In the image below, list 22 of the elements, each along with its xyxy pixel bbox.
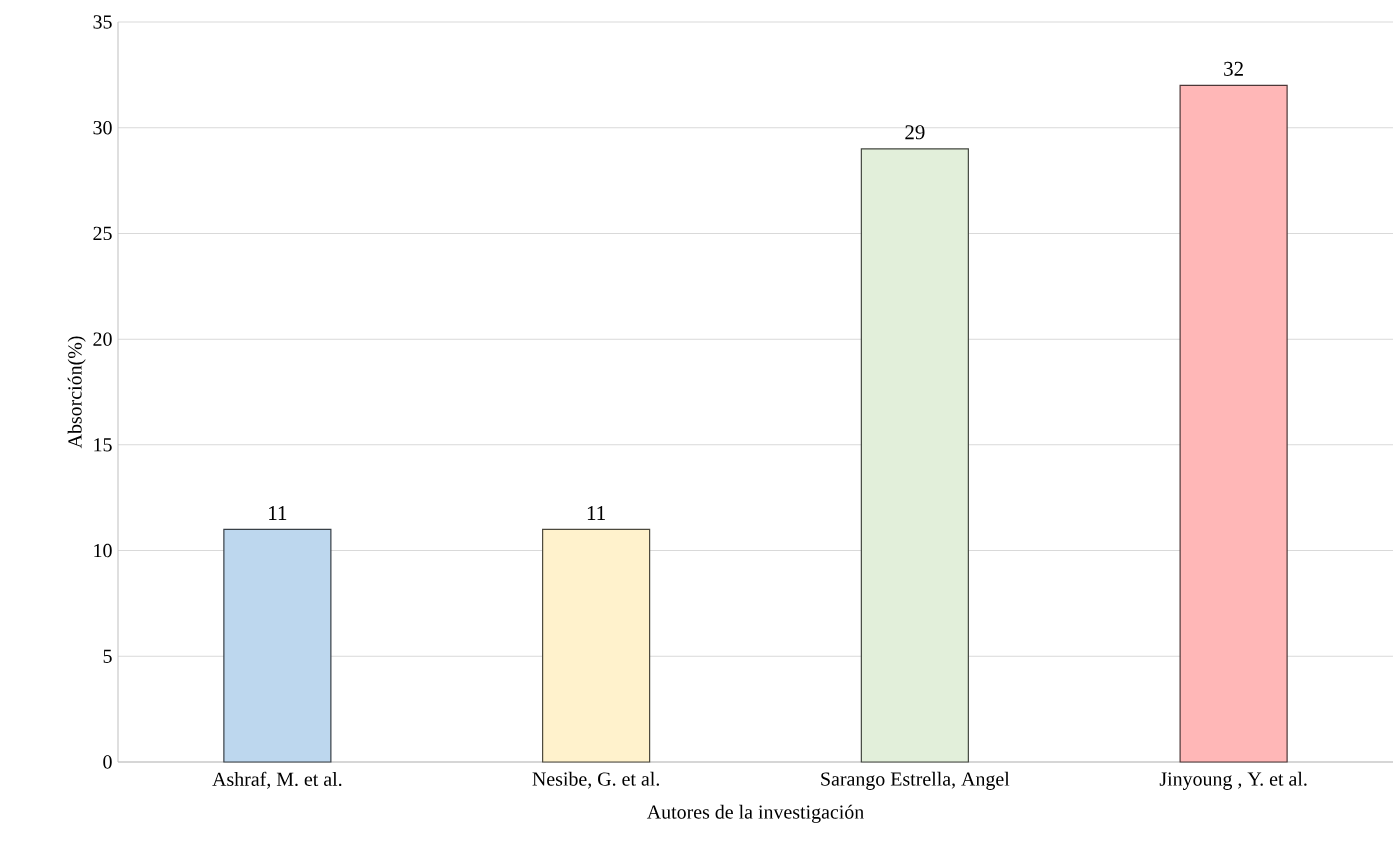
y-tick-label: 15 [94,438,112,452]
x-tick-label: Sarango Estrella, Angel [821,771,1010,790]
bar [223,528,332,763]
x-axis-title: Autores de la investigación [646,804,864,823]
y-tick-label: 0 [103,755,112,769]
y-tick-label: 25 [93,226,112,241]
bar [860,148,969,763]
y-tick-label: 35 [93,15,112,29]
data-label: 11 [269,506,287,520]
data-label: 32 [1224,61,1243,76]
y-axis-title: Absorción(%) [67,336,86,449]
y-tick-label: 10 [94,543,112,558]
bar [542,528,651,763]
y-tick-label: 20 [93,332,112,346]
y-tick-label: 30 [93,120,112,135]
x-tick-label: Nesibe, G. et al. [532,771,659,789]
bar [1179,84,1288,763]
data-label: 29 [905,125,925,140]
x-tick-label: Ashraf, M. et al. [212,771,342,789]
x-tick-label: Jinyoung , Y. et al. [1159,771,1307,790]
y-tick-label: 5 [103,649,112,663]
data-label: 11 [587,506,605,520]
